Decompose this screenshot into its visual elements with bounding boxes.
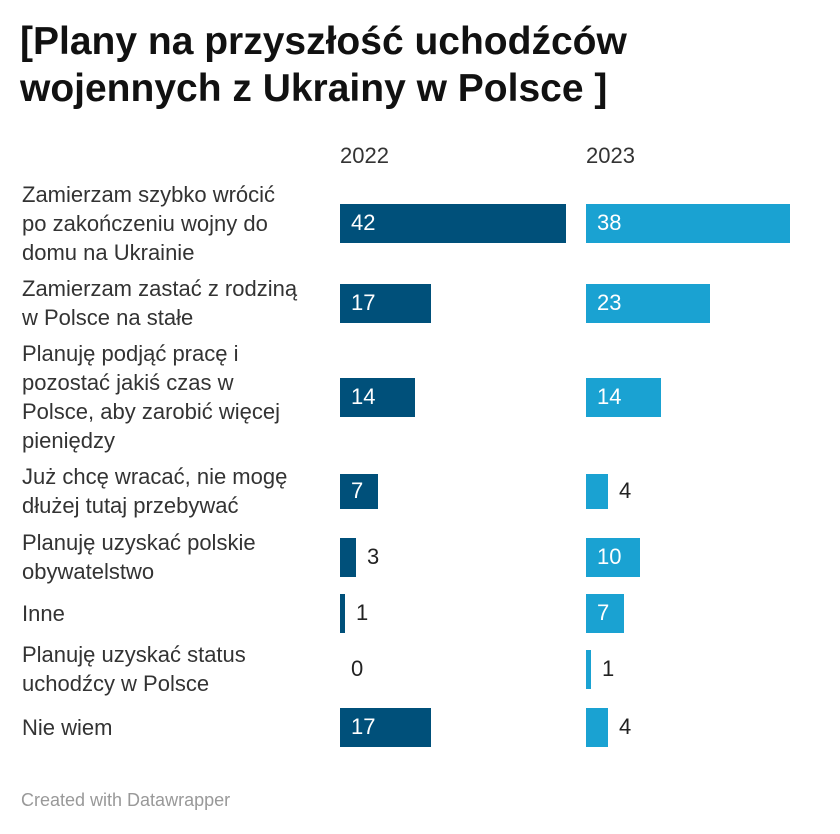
bar-2022 [340, 537, 356, 577]
value-label-2023: 38 [597, 210, 622, 235]
bar-2022 [340, 473, 378, 509]
value-label-2023: 10 [597, 544, 622, 569]
category-label-line: pieniędzy [22, 428, 115, 453]
category-label-line: Już chcę wracać, nie mogę [22, 464, 288, 489]
category-label: Zamierzam szybko wrócić po zakończeniu wo… [22, 180, 334, 267]
category-label-line: Planuję uzyskać status [22, 642, 246, 667]
category-label-line: Planuję podjąć pracę i [22, 341, 239, 366]
bar-2022 [340, 377, 415, 417]
chart-title-line-1: [Plany na przyszłość uchodźców [20, 20, 627, 63]
chart-title: [Plany na przyszłość uchodźców wojennych… [20, 18, 820, 112]
category-label-line: dłużej tutaj przebywać [22, 493, 239, 518]
value-label-2023: 1 [602, 656, 615, 681]
bar-2023 [586, 203, 790, 243]
category-label-line: po zakończeniu wojny do [22, 210, 268, 236]
category-label-line: Planuję uzyskać polskie [22, 530, 256, 555]
category-label: Zamierzam zastać z rodziną w Polsce na st… [22, 274, 334, 332]
bar-2023 [586, 593, 624, 633]
category-label: Planuję uzyskać polskie obywatelstwo [22, 528, 334, 586]
footer-credit: Created with Datawrapper [21, 790, 231, 810]
category-label: Nie wiem [22, 713, 334, 742]
bar-2023 [586, 649, 591, 689]
category-label: Już chcę wracać, nie mogę dłużej tutaj pr… [22, 462, 334, 520]
bar-2023 [586, 377, 661, 417]
category-label-line: Nie wiem [22, 714, 113, 740]
category-label-line: w Polsce na stałe [22, 305, 194, 330]
value-label-2023: 4 [619, 714, 632, 739]
value-label-2022: 7 [351, 478, 364, 503]
column-header-2022: 2022 [340, 143, 389, 168]
value-label-2022: 0 [351, 656, 364, 681]
category-label-line: Polsce, aby zarobić więcej [22, 399, 281, 424]
bar-2023 [586, 283, 710, 323]
bar-2023 [586, 537, 640, 577]
bar-2023 [586, 707, 608, 747]
value-label-2023: 14 [597, 384, 622, 409]
category-label-line: domu na Ukrainie [22, 239, 195, 265]
value-label-2022: 17 [351, 714, 376, 739]
category-label-line: obywatelstwo [22, 559, 155, 584]
chart-title-line-2: wojennych z Ukrainy w Polsce ] [20, 67, 608, 110]
bar-2023 [586, 473, 608, 509]
value-label-2022: 14 [351, 384, 376, 409]
category-label-line: uchodźcy w Polsce [22, 671, 210, 696]
value-label-2023: 23 [597, 290, 622, 315]
value-label-2023: 7 [597, 600, 610, 625]
category-label: Planuję podjąć pracę i pozostać jakiś cza… [22, 339, 334, 455]
value-label-2022: 42 [351, 210, 376, 235]
bar-2022 [340, 707, 431, 747]
value-label-2022: 3 [367, 544, 380, 569]
category-label-line: Zamierzam szybko wrócić [22, 181, 276, 207]
category-label-line: pozostać jakiś czas w [22, 370, 234, 395]
bar-2022 [340, 593, 345, 633]
bar-2022 [340, 283, 431, 323]
category-label: Inne [22, 599, 334, 628]
category-label: Planuję uzyskać status uchodźcy w Polsce [22, 640, 334, 698]
bar-2022 [340, 203, 566, 243]
category-label-line: Zamierzam zastać z rodziną [22, 276, 298, 301]
value-label-2022: 1 [356, 600, 369, 625]
column-header-2023: 2023 [586, 143, 635, 168]
value-label-2022: 17 [351, 290, 376, 315]
value-label-2023: 4 [619, 478, 632, 503]
category-label-line: Inne [22, 600, 65, 626]
